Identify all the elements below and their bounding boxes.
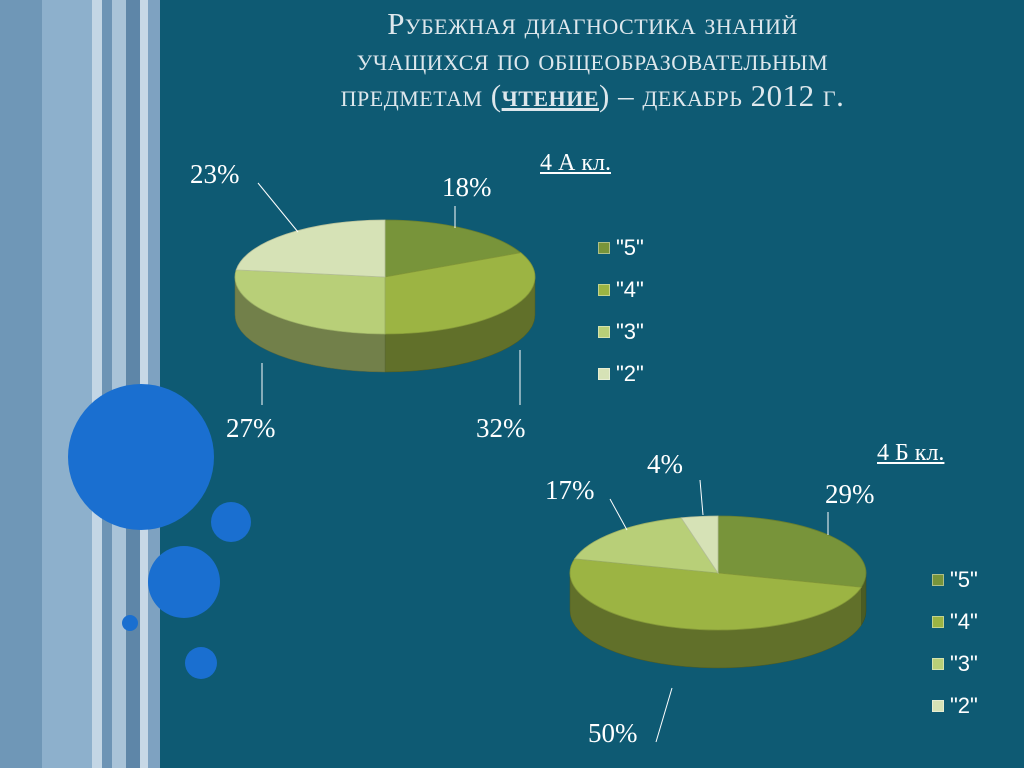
legend-swatch [598, 242, 610, 254]
legend-label: "5" [616, 235, 644, 260]
leader-line-1-2 [609, 498, 628, 531]
decorative-circle-small-2 [185, 647, 217, 679]
pie-slice-1-1 [569, 558, 863, 631]
legend-item: "4" [598, 269, 644, 311]
leader-line-1-3 [699, 479, 704, 516]
data-label-1-2: 17% [545, 475, 595, 505]
data-label-0-1: 32% [476, 413, 526, 443]
legend-label: "4" [950, 609, 978, 634]
legend-label: "4" [616, 277, 644, 302]
pie-slice-1-3 [680, 515, 719, 575]
pie-slice-0-1 [384, 252, 536, 335]
data-label-1-0: 29% [825, 479, 875, 509]
pie-chart-1: 29% 50% 17% 4% [545, 449, 875, 748]
title-subject: чтение [501, 78, 600, 113]
legend-label: "2" [950, 693, 978, 718]
chart-title-4a: 4 А кл. [540, 150, 611, 176]
data-label-0-3: 23% [190, 159, 240, 189]
title-line-2: учащихся по общеобразовательным [356, 42, 829, 77]
decorative-circle-tiny [122, 615, 138, 631]
legend-swatch [932, 658, 944, 670]
legend-label: "5" [950, 567, 978, 592]
legend-item: "2" [598, 353, 644, 395]
leader-line-1-1 [655, 687, 673, 743]
pie-slice-0-3 [235, 219, 386, 278]
decorative-circle-large [68, 384, 214, 530]
legend-item: "3" [598, 311, 644, 353]
pie-slice-0-2 [234, 269, 386, 335]
leader-line-0-3 [257, 182, 299, 233]
pie-chart-0: 18% 32% 27% 23% [190, 159, 536, 443]
slide-title: Рубежная диагностика знаний учащихся по … [175, 6, 1010, 114]
decorative-circle-small [211, 502, 251, 542]
legend-item: "4" [932, 601, 978, 643]
chart-title-4b: 4 Б кл. [877, 440, 945, 466]
data-label-0-0: 18% [442, 172, 492, 202]
title-line-3: предметам (чтение) – декабрь 2012 г. [175, 78, 1010, 114]
legend-4b: "5" "4" "3" "2" [932, 559, 978, 727]
legend-label: "3" [950, 651, 978, 676]
legend-label: "3" [616, 319, 644, 344]
data-label-0-2: 27% [226, 413, 276, 443]
data-label-1-1: 50% [588, 718, 638, 748]
legend-label: "2" [616, 361, 644, 386]
pie-slice-1-0 [717, 515, 867, 588]
pie-slice-1-2 [573, 517, 719, 574]
legend-swatch [598, 284, 610, 296]
title-line-1: Рубежная диагностика знаний [387, 6, 798, 41]
legend-swatch [932, 574, 944, 586]
title-line-3-suffix: ) – декабрь 2012 г. [599, 78, 845, 113]
legend-item: "5" [598, 227, 644, 269]
legend-4a: "5" "4" "3" "2" [598, 227, 644, 395]
legend-item: "2" [932, 685, 978, 727]
legend-swatch [598, 368, 610, 380]
pie-slice-0-0 [384, 219, 522, 278]
decorative-circle-medium [148, 546, 220, 618]
legend-item: "5" [932, 559, 978, 601]
legend-swatch [598, 326, 610, 338]
title-line-3-prefix: предметам ( [340, 78, 502, 113]
legend-swatch [932, 700, 944, 712]
data-label-1-3: 4% [647, 449, 683, 479]
legend-swatch [932, 616, 944, 628]
legend-item: "3" [932, 643, 978, 685]
